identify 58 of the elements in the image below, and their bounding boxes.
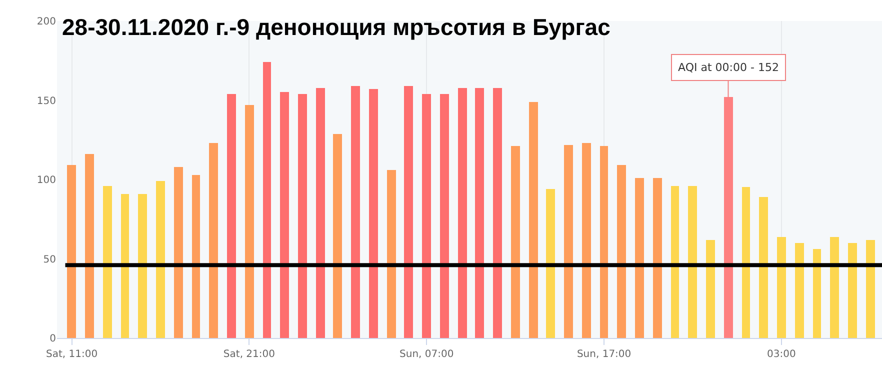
bar	[635, 178, 644, 338]
bar	[600, 146, 608, 338]
bar	[85, 154, 94, 338]
bar	[263, 62, 271, 338]
bar	[475, 88, 484, 338]
bar	[848, 243, 857, 338]
y-tick-label: 50	[43, 254, 56, 266]
bar	[103, 186, 112, 338]
annotation: AQI at 00:00 - 152	[678, 61, 779, 74]
bar	[280, 92, 289, 338]
bar	[192, 175, 200, 338]
x-tick-label: Sat, 21:00	[223, 349, 275, 360]
bar	[209, 143, 218, 338]
bar	[404, 86, 413, 338]
y-tick-label: 150	[36, 96, 56, 107]
bar	[653, 178, 662, 338]
bar	[759, 197, 768, 338]
bar	[724, 97, 733, 338]
x-tick-label: Sat, 11:00	[46, 349, 98, 360]
bar	[564, 145, 573, 338]
bar	[440, 94, 449, 338]
x-tick-label: Sun, 17:00	[576, 349, 632, 360]
x-tick-label: Sun, 07:00	[400, 349, 454, 360]
bar	[298, 94, 307, 338]
bar	[777, 237, 786, 338]
bar	[316, 88, 325, 338]
bar	[582, 143, 591, 338]
bar	[866, 240, 875, 338]
bar	[138, 194, 147, 338]
bar	[333, 134, 342, 338]
bar	[795, 243, 804, 338]
bar	[706, 240, 715, 338]
bar	[742, 187, 750, 338]
bar	[174, 167, 183, 338]
bar	[511, 146, 520, 338]
bar	[156, 181, 165, 338]
bar	[245, 105, 254, 338]
bar	[369, 89, 378, 338]
chart-title: 28-30.11.2020 г.-9 денонощия мръсотия в Бургас	[62, 13, 612, 42]
y-tick-label: 0	[50, 334, 56, 344]
bar	[688, 186, 697, 338]
bar	[813, 249, 821, 338]
bar	[387, 170, 396, 338]
bar	[121, 194, 129, 338]
y-tick-label: 200	[36, 16, 56, 28]
bar	[529, 102, 538, 338]
bar	[227, 94, 236, 338]
bar	[546, 189, 555, 338]
bar	[351, 86, 360, 338]
bar	[67, 165, 76, 338]
y-tick-label: 100	[36, 175, 56, 186]
bar	[617, 165, 626, 338]
x-tick-label: 03:00	[767, 349, 796, 360]
bar	[671, 186, 679, 338]
bar	[422, 94, 431, 338]
bar	[830, 237, 839, 338]
bar	[493, 88, 502, 338]
bar	[458, 88, 467, 338]
